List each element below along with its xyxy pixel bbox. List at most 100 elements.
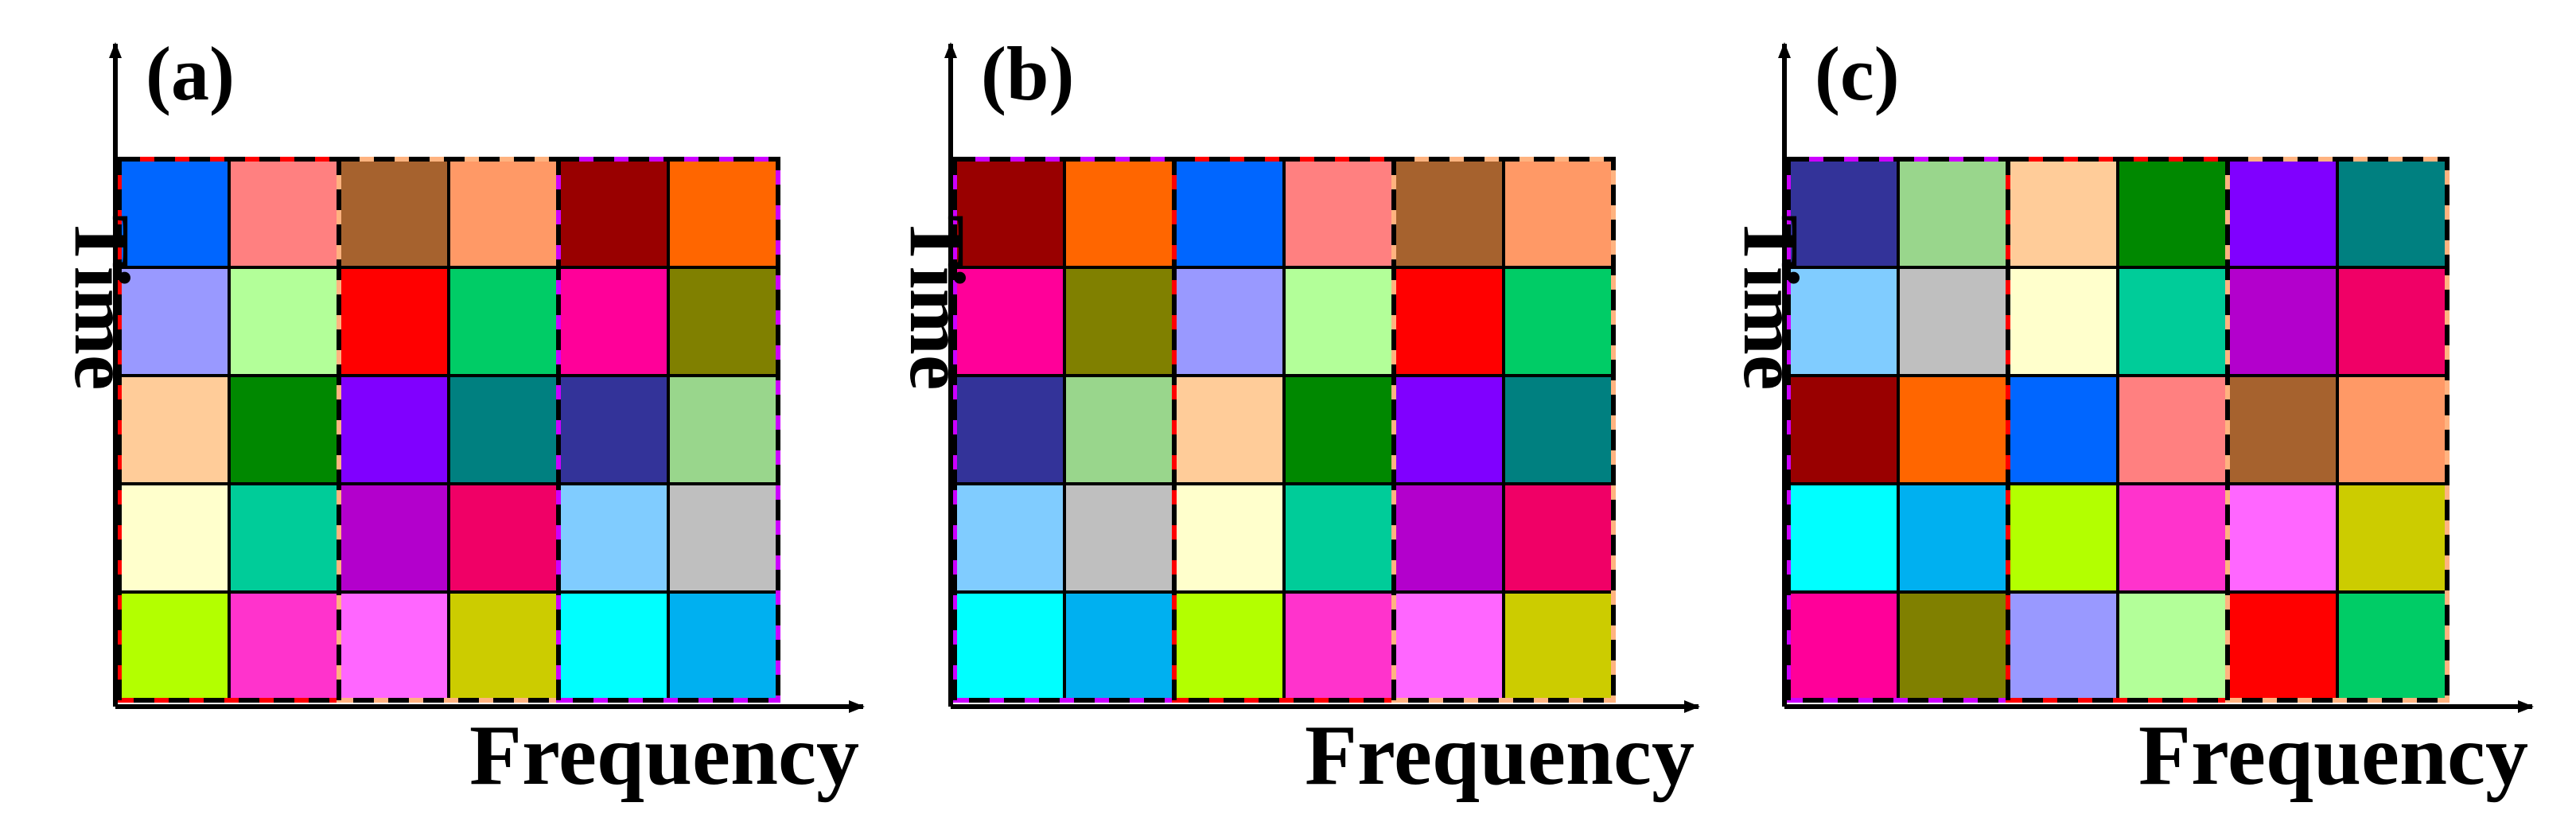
tf-block-r4-c6	[1502, 482, 1615, 594]
tf-block-r1-c2	[1063, 158, 1176, 269]
tf-block-r1-c3	[337, 158, 450, 269]
tf-block-r3-c3	[2006, 374, 2119, 485]
tf-block-r3-c3	[337, 374, 450, 485]
tf-block-r1-c4	[1282, 158, 1395, 269]
tf-block-r3-c2	[1063, 374, 1176, 485]
tf-block-r3-c6	[667, 374, 780, 485]
tf-block-r4-c5	[557, 482, 670, 594]
tf-block-r5-c4	[1282, 590, 1395, 702]
tf-block-r4-c4	[447, 482, 560, 594]
tf-block-r2-c3	[337, 266, 450, 377]
tf-block-r5-c2	[228, 590, 340, 702]
frequency-axis-label: Frequency	[469, 708, 859, 803]
tf-block-r4-c2	[228, 482, 340, 594]
tf-block-r2-c3	[1173, 266, 1286, 377]
tf-block-r1-c5	[2226, 158, 2339, 269]
tf-block-r4-c3	[1173, 482, 1286, 594]
tf-block-r1-c6	[2336, 158, 2449, 269]
tf-block-r3-c2	[228, 374, 340, 485]
time-axis-label: Time	[58, 215, 146, 390]
tf-block-r5-c5	[2226, 590, 2339, 702]
tf-block-r1-c6	[667, 158, 780, 269]
tf-block-r3-c4	[447, 374, 560, 485]
tf-block-r4-c2	[1897, 482, 2010, 594]
tf-block-r4-c1	[1787, 482, 1900, 594]
tf-block-r2-c2	[228, 266, 340, 377]
tf-block-r1-c3	[2006, 158, 2119, 269]
tf-block-r2-c6	[1502, 266, 1615, 377]
tf-block-r2-c6	[2336, 266, 2449, 377]
tf-block-r2-c4	[2116, 266, 2229, 377]
tf-block-r1-c2	[1897, 158, 2010, 269]
tf-block-r4-c4	[2116, 482, 2229, 594]
frequency-axis-label: Frequency	[1305, 708, 1695, 803]
tf-block-r3-c4	[2116, 374, 2229, 485]
panels-layer: (a) Time Frequency (b) Time Frequency (c) Time F…	[58, 31, 2534, 803]
panel-a: (a) Time Frequency	[58, 31, 865, 803]
tf-block-r2-c2	[1063, 266, 1176, 377]
tf-block-r4-c3	[2006, 482, 2119, 594]
group-border-3-dash	[1391, 157, 1616, 703]
panel-label: (c)	[1815, 31, 1900, 116]
tf-block-r2-c5	[2226, 266, 2339, 377]
group-border-3-dash	[2225, 157, 2450, 703]
tf-block-r4-c1	[953, 482, 1066, 594]
tf-block-r5-c1	[1787, 590, 1900, 702]
tf-block-r5-c3	[2006, 590, 2119, 702]
tf-block-r3-c6	[2336, 374, 2449, 485]
tf-block-r4-c5	[1392, 482, 1505, 594]
tf-block-r3-c4	[1282, 374, 1395, 485]
tf-block-r3-c6	[1502, 374, 1615, 485]
tf-block-r5-c2	[1897, 590, 2010, 702]
tf-block-r3-c1	[118, 374, 231, 485]
tf-block-r4-c4	[1282, 482, 1395, 594]
panel-c: (c) Time Frequency	[1727, 31, 2534, 803]
tf-block-r2-c2	[1897, 266, 2010, 377]
tf-block-r1-c6	[1502, 158, 1615, 269]
tf-block-r1-c2	[228, 158, 340, 269]
tf-block-r2-c6	[667, 266, 780, 377]
tf-block-r3-c5	[1392, 374, 1505, 485]
tf-block-r1-c4	[2116, 158, 2229, 269]
tf-block-r5-c2	[1063, 590, 1176, 702]
time-axis-label: Time	[1727, 215, 1815, 390]
group-border-3-dash	[556, 157, 780, 703]
panel-label: (b)	[981, 31, 1074, 116]
tf-block-r1-c4	[447, 158, 560, 269]
tf-block-r3-c3	[1173, 374, 1286, 485]
panel-b: (b) Time Frequency	[893, 31, 1700, 803]
time-axis-label: Time	[893, 215, 982, 390]
tf-block-r5-c1	[118, 590, 231, 702]
tf-block-r2-c1	[118, 266, 231, 377]
tf-block-r3-c1	[953, 374, 1066, 485]
tf-block-r4-c2	[1063, 482, 1176, 594]
tf-block-r5-c3	[1173, 590, 1286, 702]
tf-block-r5-c3	[337, 590, 450, 702]
tf-block-r5-c6	[667, 590, 780, 702]
tf-block-r4-c3	[337, 482, 450, 594]
tf-block-r1-c5	[557, 158, 670, 269]
tf-block-r3-c5	[2226, 374, 2339, 485]
tf-block-r4-c5	[2226, 482, 2339, 594]
tf-block-r5-c6	[2336, 590, 2449, 702]
tf-block-r2-c5	[1392, 266, 1505, 377]
tf-block-r2-c5	[557, 266, 670, 377]
panel-label: (a)	[146, 31, 235, 116]
tf-block-r3-c1	[1787, 374, 1900, 485]
tf-block-r1-c3	[1173, 158, 1286, 269]
tf-block-r5-c4	[2116, 590, 2229, 702]
tf-block-r2-c4	[1282, 266, 1395, 377]
tf-block-r3-c5	[557, 374, 670, 485]
tf-block-r5-c5	[557, 590, 670, 702]
tf-block-r2-c3	[2006, 266, 2119, 377]
tf-block-r4-c6	[2336, 482, 2449, 594]
tf-block-r5-c6	[1502, 590, 1615, 702]
frequency-axis-label: Frequency	[2138, 708, 2528, 803]
tf-block-r1-c5	[1392, 158, 1505, 269]
tf-block-r4-c6	[667, 482, 780, 594]
tf-block-r2-c4	[447, 266, 560, 377]
tf-block-r5-c5	[1392, 590, 1505, 702]
tf-block-r3-c2	[1897, 374, 2010, 485]
tf-block-r5-c4	[447, 590, 560, 702]
